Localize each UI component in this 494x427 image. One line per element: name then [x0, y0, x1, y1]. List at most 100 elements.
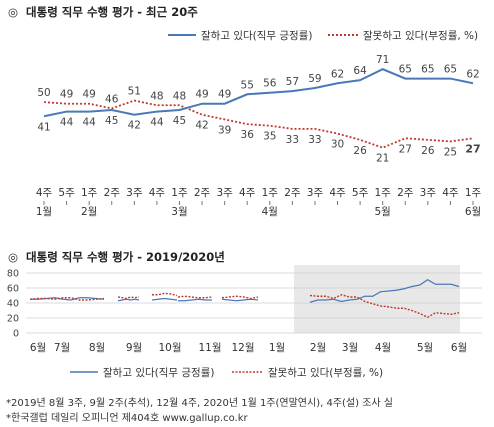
data-label-disapprove: 49: [60, 89, 73, 101]
x-tick-label: 4주: [329, 187, 346, 199]
series-line-disapprove: [152, 292, 178, 297]
data-label-disapprove: 35: [263, 131, 276, 143]
series-line-approve: [151, 297, 178, 301]
data-label-approve: 56: [263, 78, 277, 90]
main-chart: 잘하고 있다(직무 긍정률) 잘못하고 있다(부정률, %) 41 44 44 45 42 4…: [36, 29, 482, 218]
data-label-approve: 64: [353, 65, 367, 77]
x-tick-label: 7월: [54, 342, 70, 354]
series-line-disapprove: [29, 297, 105, 301]
x-tick-label: 1주: [375, 187, 392, 199]
x-tick-label: 2주: [194, 187, 211, 199]
x-tick-label: 6월: [451, 342, 467, 354]
legend-approve-label: 잘하고 있다(직무 긍정률): [103, 366, 214, 379]
series-line-disapprove: [221, 295, 259, 300]
data-label-disapprove: 21: [376, 153, 389, 165]
series-line-disapprove: [177, 295, 213, 299]
highlight-region: [294, 265, 460, 333]
data-label-disapprove: 48: [173, 90, 186, 102]
data-label-approve: 49: [218, 89, 231, 101]
data-label-approve: 55: [241, 79, 254, 91]
data-label-disapprove: 49: [82, 89, 95, 101]
legend-sub: 잘하고 있다(직무 긍정률) 잘못하고 있다(부정률, %): [70, 366, 383, 379]
data-label-disapprove: 26: [353, 145, 367, 157]
x-tick-label: 1주: [171, 187, 188, 199]
series-line-disapprove: [117, 296, 140, 300]
x-tick-label: 2주: [397, 187, 414, 199]
x-tick-label: 4주: [149, 187, 166, 199]
footnote-survey-gaps: *2019년 8월 3주, 9월 2주(추석), 12월 4주, 2020년 1…: [6, 398, 393, 409]
legend-main: 잘하고 있다(직무 긍정률) 잘못하고 있다(부정률, %): [168, 29, 478, 42]
x-month-label: 2월: [81, 206, 97, 218]
x-tick-label: 5주: [58, 187, 75, 199]
data-label-approve: 71: [376, 54, 389, 66]
x-tick-label: 1월: [269, 342, 285, 354]
y-tick-label: 0: [13, 329, 19, 340]
x-tick-label: 4주: [36, 187, 53, 199]
sub-chart-title: ◎ 대통령 직무 수행 평가 - 2019/2020년: [8, 250, 225, 264]
data-label-disapprove: 51: [128, 86, 141, 98]
data-label-approve: 45: [105, 115, 118, 127]
data-label-approve: 62: [466, 68, 479, 80]
x-tick-label: 3주: [216, 187, 233, 199]
data-label-approve: 42: [128, 120, 141, 132]
series-line-approve: [117, 298, 140, 302]
x-tick-label: 1주: [81, 187, 98, 199]
y-tick-label: 20: [7, 314, 19, 325]
x-tick-label: 4주: [442, 187, 459, 199]
x-tick-label: 2주: [284, 187, 301, 199]
data-label-disapprove: 30: [331, 139, 344, 151]
x-month-label: 3월: [171, 206, 187, 218]
data-label-approve: 65: [421, 64, 434, 76]
x-tick-label: 3월: [342, 342, 358, 354]
footnote-source: *한국갤럽 데일리 오피니언 제404호 www.gallup.co.kr: [6, 413, 248, 424]
x-tick-label: 1주: [262, 187, 279, 199]
x-tick-label: 5월: [417, 342, 433, 354]
series-line-disapprove: [309, 294, 460, 319]
x-tick-label: 1주: [465, 187, 482, 199]
legend-disapprove-label: 잘못하고 있다(부정률, %): [363, 29, 478, 42]
data-label-disapprove: 33: [286, 134, 299, 146]
data-label-disapprove: 36: [241, 129, 255, 141]
data-label-approve: 44: [150, 117, 164, 129]
data-label-disapprove: 39: [218, 124, 231, 136]
series-line-approve: [43, 68, 474, 118]
data-label-disapprove: 48: [150, 90, 163, 102]
data-label-approve: 65: [444, 64, 457, 76]
data-label-disapprove: 46: [105, 93, 119, 105]
data-label-approve: 49: [195, 89, 208, 101]
x-tick-label: 8월: [89, 342, 105, 354]
x-tick-label: 3주: [307, 187, 324, 199]
series-line-disapprove: [43, 99, 474, 149]
x-tick-label: 10월: [158, 342, 181, 354]
data-label-disapprove: 26: [421, 145, 435, 157]
data-label-disapprove: 25: [444, 146, 457, 158]
series-line-approve: [221, 298, 259, 302]
x-tick-label: 4주: [239, 187, 256, 199]
x-month-label: 4월: [262, 206, 278, 218]
data-label-disapprove: 27: [399, 143, 412, 155]
x-month-label: 1월: [36, 206, 52, 218]
series-line-approve: [178, 298, 212, 302]
legend-disapprove-label: 잘못하고 있다(부정률, %): [268, 366, 383, 379]
data-label-approve: 65: [399, 64, 412, 76]
data-label-disapprove: 42: [195, 120, 208, 132]
data-label-disapprove: 33: [308, 134, 321, 146]
data-label-approve: 45: [173, 115, 186, 127]
x-tick-label: 11월: [198, 342, 221, 354]
x-tick-label: 3주: [420, 187, 437, 199]
x-tick-label: 12월: [231, 342, 254, 354]
x-tick-label: 3주: [126, 187, 143, 199]
data-label-disapprove: 50: [37, 87, 50, 99]
data-label-approve: 57: [286, 76, 299, 88]
data-label-approve: 62: [331, 68, 344, 80]
main-chart-title: ◎ 대통령 직무 수행 평가 - 최근 20주: [8, 5, 198, 19]
data-label-approve: 41: [37, 121, 50, 133]
data-label-disapprove: 27: [465, 142, 480, 155]
data-label-approve: 44: [60, 117, 74, 129]
x-tick-label: 4월: [375, 342, 391, 354]
data-label-approve: 44: [82, 117, 96, 129]
y-tick-label: 80: [7, 269, 19, 280]
sub-chart: 0 20 40 60 80 6월 7월 8월 9월 10월 11월 12월 1월 2월 3월 4월 5월 6월잘하…: [7, 265, 482, 379]
y-tick-label: 40: [7, 299, 19, 310]
x-month-label: 6월: [465, 206, 481, 218]
